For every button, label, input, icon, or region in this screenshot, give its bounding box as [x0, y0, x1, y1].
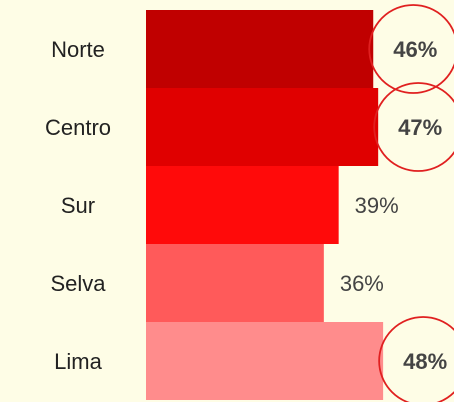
bar: [146, 88, 379, 166]
value-label: 46%: [393, 37, 437, 62]
bar: [146, 166, 339, 244]
value-label: 39%: [355, 193, 399, 218]
value-label: 48%: [403, 349, 447, 374]
category-label: Lima: [54, 349, 102, 374]
bar: [146, 244, 324, 322]
bar: [146, 10, 374, 88]
bar: [146, 322, 384, 400]
highlight-circle: [378, 316, 454, 402]
value-label: 36%: [340, 271, 384, 296]
value-label: 47%: [398, 115, 442, 140]
highlight-circle: [368, 4, 454, 94]
category-label: Selva: [50, 271, 106, 296]
category-label: Centro: [45, 115, 111, 140]
highlight-circle: [373, 82, 454, 172]
category-label: Norte: [51, 37, 105, 62]
category-label: Sur: [61, 193, 95, 218]
